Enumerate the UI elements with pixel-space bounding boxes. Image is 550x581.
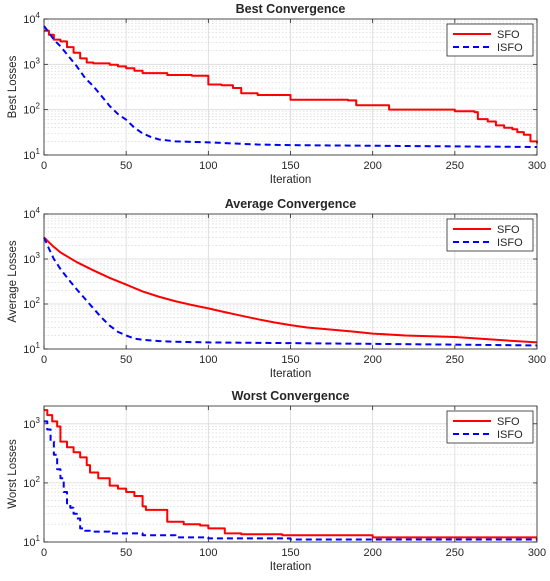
y-tick-base: 10 xyxy=(23,254,35,266)
y-tick-exponent: 1 xyxy=(36,534,41,543)
y-tick-base: 10 xyxy=(23,105,35,117)
legend-label-isfo: ISFO xyxy=(497,429,523,441)
legend-label-sfo: SFO xyxy=(497,416,520,428)
series-line-sfo xyxy=(44,29,538,144)
x-tick-label: 100 xyxy=(199,354,217,366)
chart-title: Worst Convergence xyxy=(232,389,350,403)
series-line-sfo xyxy=(43,236,538,344)
y-tick-exponent: 3 xyxy=(36,56,41,65)
x-tick-label: 0 xyxy=(41,160,47,172)
x-axis-label: Iteration xyxy=(270,561,312,573)
series-line-isfo xyxy=(43,237,538,347)
chart-title: Average Convergence xyxy=(225,197,357,211)
x-tick-label: 150 xyxy=(281,354,299,366)
series-line-sfo xyxy=(44,409,537,539)
x-tick-label: 100 xyxy=(199,547,217,559)
y-tick-exponent: 1 xyxy=(36,147,41,156)
x-tick-label: 200 xyxy=(363,160,381,172)
x-tick-label: 300 xyxy=(528,547,546,559)
y-tick-base: 10 xyxy=(23,419,35,431)
x-tick-label: 300 xyxy=(528,160,546,172)
y-tick-label: 102 xyxy=(23,296,40,311)
x-axis-label: Iteration xyxy=(270,174,312,186)
y-axis-label: Average Losses xyxy=(7,240,19,323)
y-tick-base: 10 xyxy=(23,14,35,26)
y-tick-exponent: 4 xyxy=(36,11,41,20)
legend-box xyxy=(446,23,534,57)
y-tick-label: 103 xyxy=(23,416,40,431)
y-tick-exponent: 4 xyxy=(36,206,41,215)
x-tick-label: 200 xyxy=(363,547,381,559)
x-tick-label: 0 xyxy=(41,354,47,366)
series-line-isfo xyxy=(43,25,538,149)
y-tick-label: 101 xyxy=(23,534,40,549)
y-tick-label: 103 xyxy=(23,56,40,71)
x-tick-label: 250 xyxy=(446,547,464,559)
x-tick-label: 100 xyxy=(199,160,217,172)
y-tick-label: 101 xyxy=(23,147,40,162)
x-axis-label: Iteration xyxy=(270,368,312,380)
y-tick-label: 104 xyxy=(23,206,40,221)
legend-label-isfo: ISFO xyxy=(497,42,523,54)
y-axis-label: Worst Losses xyxy=(7,439,19,509)
y-tick-exponent: 3 xyxy=(36,251,41,260)
x-tick-label: 150 xyxy=(281,160,299,172)
y-tick-exponent: 2 xyxy=(36,296,41,305)
legend-label-sfo: SFO xyxy=(497,224,520,236)
y-tick-exponent: 2 xyxy=(36,475,41,484)
series-line-isfo xyxy=(44,420,537,541)
y-tick-base: 10 xyxy=(23,299,35,311)
x-tick-label: 250 xyxy=(446,160,464,172)
y-tick-base: 10 xyxy=(23,537,35,549)
x-tick-label: 300 xyxy=(528,354,546,366)
x-tick-label: 250 xyxy=(446,354,464,366)
legend-box xyxy=(446,410,534,444)
y-tick-base: 10 xyxy=(23,59,35,71)
x-tick-label: 50 xyxy=(120,160,132,172)
y-tick-label: 103 xyxy=(23,251,40,266)
y-tick-base: 10 xyxy=(23,150,35,162)
x-tick-label: 50 xyxy=(120,547,132,559)
legend-label-sfo: SFO xyxy=(497,29,520,41)
chart-title: Best Convergence xyxy=(236,2,346,16)
legend-label-isfo: ISFO xyxy=(497,237,523,249)
y-tick-exponent: 3 xyxy=(36,416,41,425)
y-tick-base: 10 xyxy=(23,209,35,221)
x-tick-label: 50 xyxy=(120,354,132,366)
x-tick-label: 0 xyxy=(41,547,47,559)
y-tick-label: 102 xyxy=(23,475,40,490)
legend-box xyxy=(446,218,534,252)
y-tick-base: 10 xyxy=(23,344,35,356)
y-tick-base: 10 xyxy=(23,478,35,490)
y-tick-exponent: 2 xyxy=(36,102,41,111)
y-axis-label: Best Losses xyxy=(7,55,19,118)
y-tick-label: 104 xyxy=(23,11,40,26)
x-tick-label: 150 xyxy=(281,547,299,559)
y-tick-label: 102 xyxy=(23,102,40,117)
x-tick-label: 200 xyxy=(363,354,381,366)
y-tick-label: 101 xyxy=(23,341,40,356)
y-tick-exponent: 1 xyxy=(36,341,41,350)
